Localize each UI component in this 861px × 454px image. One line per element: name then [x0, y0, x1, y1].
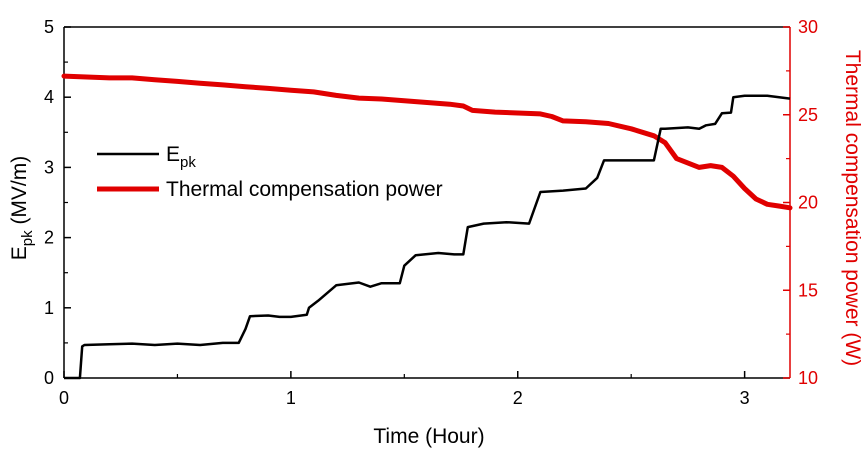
- y2-tick-label: 15: [798, 280, 818, 300]
- series-layer: [61, 73, 793, 380]
- legend-label-epk-main: E: [166, 143, 180, 166]
- y-tick-label: 4: [44, 87, 54, 107]
- legend-label-power: Thermal compensation power: [166, 178, 443, 201]
- y-axis-title-right: Thermal compensation power (W): [841, 50, 861, 366]
- legend: Epk Thermal compensation power: [97, 143, 443, 201]
- y-tick-label: 0: [44, 368, 54, 388]
- x-tick-label: 0: [59, 388, 69, 408]
- y-axis-title-unit: (MV/m): [8, 156, 31, 231]
- y-axis-left: 0 1 2 3 4 5: [44, 17, 71, 388]
- x-tick-label: 3: [740, 388, 750, 408]
- legend-label-epk: Epk: [166, 143, 196, 171]
- legend-label-epk-sub: pk: [180, 154, 196, 171]
- x-axis-title: Time (Hour): [373, 425, 484, 448]
- y-tick-label: 1: [44, 298, 54, 318]
- y-axis-title-sub: pk: [19, 230, 36, 246]
- series-line-thermal-compensation-power: [61, 73, 793, 211]
- y2-tick-label: 20: [798, 193, 818, 213]
- x-axis: 0 1 2 3: [59, 371, 750, 408]
- y-tick-label: 2: [44, 228, 54, 248]
- y-tick-label: 5: [44, 17, 54, 37]
- series-line-epk: [64, 94, 791, 380]
- y-axis-title-main: E: [8, 246, 31, 260]
- x-tick-label: 1: [286, 388, 296, 408]
- y2-tick-label: 25: [798, 105, 818, 125]
- y2-tick-label: 10: [798, 368, 818, 388]
- y2-tick-label: 30: [798, 17, 818, 37]
- y-axis-title-left: Epk (MV/m): [8, 156, 36, 261]
- y-axis-right: 10 15 20 25 30: [783, 17, 818, 388]
- y-tick-label: 3: [44, 157, 54, 177]
- x-tick-label: 2: [513, 388, 523, 408]
